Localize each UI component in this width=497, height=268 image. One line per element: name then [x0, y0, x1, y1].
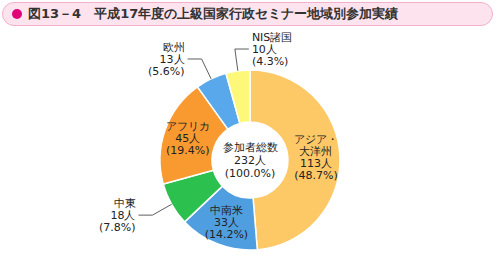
html-text:図13－4 平成17年度の上級国家行政セミナー地域別参加実績: 図13－4 平成17年度の上級国家行政セミナー地域別参加実績: [28, 6, 399, 21]
svg-text:欧州13人(5.6%): 欧州13人(5.6%): [148, 40, 185, 77]
svg-text:中南米33人(14.2%): 中南米33人(14.2%): [205, 203, 249, 240]
svg-text:参加者総数232人(100.0%): 参加者総数232人(100.0%): [223, 141, 278, 180]
svg-text:アジア・大洋州113人(48.7%): アジア・大洋州113人(48.7%): [294, 133, 338, 182]
svg-text:NIS諸国10人(4.3%): NIS諸国10人(4.3%): [252, 31, 292, 68]
svg-text:アフリカ45人(19.4%): アフリカ45人(19.4%): [166, 120, 210, 157]
svg-text:中東18人(7.8%): 中東18人(7.8%): [99, 197, 136, 234]
